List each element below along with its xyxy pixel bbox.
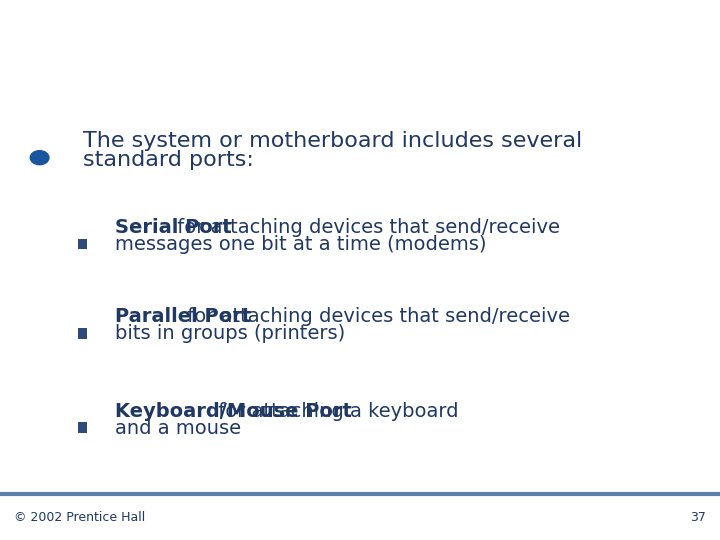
Text: Keyboard/Mouse Port: Keyboard/Mouse Port bbox=[115, 402, 352, 421]
Text: The system or motherboard includes several: The system or motherboard includes sever… bbox=[83, 131, 582, 151]
Text: for attaching a keyboard: for attaching a keyboard bbox=[212, 402, 458, 421]
Text: standard ports:: standard ports: bbox=[83, 150, 253, 170]
Text: bits in groups (printers): bits in groups (printers) bbox=[115, 325, 346, 343]
Circle shape bbox=[30, 151, 49, 165]
Bar bbox=[78, 328, 87, 339]
Text: and a mouse: and a mouse bbox=[115, 419, 241, 438]
Text: for attaching devices that send/receive: for attaching devices that send/receive bbox=[181, 307, 570, 326]
Text: messages one bit at a time (modems): messages one bit at a time (modems) bbox=[115, 235, 487, 254]
Bar bbox=[78, 422, 87, 433]
Text: 37: 37 bbox=[690, 511, 706, 524]
Text: Serial Port: Serial Port bbox=[115, 218, 232, 237]
Text: Parallel Port: Parallel Port bbox=[115, 307, 251, 326]
Bar bbox=[78, 239, 87, 249]
Text: © 2002 Prentice Hall: © 2002 Prentice Hall bbox=[14, 511, 145, 524]
Text: for attaching devices that send/receive: for attaching devices that send/receive bbox=[171, 218, 560, 237]
